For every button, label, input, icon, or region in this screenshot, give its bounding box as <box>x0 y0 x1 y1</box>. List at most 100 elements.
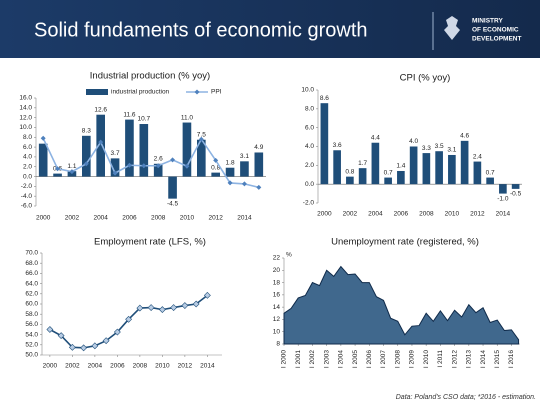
y-tick-label: -2.0 <box>21 183 33 190</box>
x-tick-label: 2008 <box>419 211 434 218</box>
y-tick-label: 16.0 <box>19 95 32 102</box>
y-tick-label: 0.0 <box>305 181 314 188</box>
marker <box>136 304 144 312</box>
bar <box>346 176 354 185</box>
y-tick-label: 12.0 <box>19 114 32 121</box>
y-tick-label: 8.0 <box>305 106 314 113</box>
bar <box>409 146 418 185</box>
data-label: 1.7 <box>358 160 367 167</box>
x-tick-label: 2010 <box>180 215 195 222</box>
bar <box>422 153 431 185</box>
x-tick-label: 2008 <box>151 215 166 222</box>
x-tick-label: I 2005 <box>352 350 359 368</box>
bar <box>225 167 235 177</box>
y-tick-label: 0.0 <box>23 173 32 180</box>
x-tick-label: 2002 <box>65 363 80 370</box>
x-tick-label: 2004 <box>93 215 108 222</box>
x-tick-label: I 2012 <box>451 350 458 368</box>
legend-marker <box>194 89 200 95</box>
x-tick-label: 2012 <box>470 211 485 218</box>
data-label: 3.1 <box>240 153 249 160</box>
y-tick-label: 14 <box>273 304 281 311</box>
x-tick-label: 2006 <box>394 211 409 218</box>
bar <box>96 114 105 177</box>
x-tick-label: 2008 <box>133 363 148 370</box>
chart-title: Industrial production (% yoy) <box>90 71 210 82</box>
marker <box>198 136 204 142</box>
marker <box>69 169 75 175</box>
data-label: -4.5 <box>167 200 179 207</box>
data-label: 1.1 <box>67 163 76 170</box>
legend-label: industrial production <box>111 89 170 96</box>
marker <box>102 337 110 345</box>
bar <box>371 142 380 185</box>
area <box>283 265 520 345</box>
x-tick-label: 2012 <box>178 363 193 370</box>
bar <box>82 135 91 177</box>
x-tick-label: I 2014 <box>480 350 487 368</box>
bar <box>320 103 329 185</box>
bar <box>197 139 206 177</box>
bar <box>168 176 177 199</box>
data-label: 0.7 <box>486 169 495 176</box>
y-tick-label: -4.0 <box>21 193 33 200</box>
x-tick-label: I 2013 <box>466 350 473 368</box>
x-tick-label: 2000 <box>317 211 332 218</box>
marker <box>170 304 178 311</box>
y-tick-label: 10 <box>273 328 281 335</box>
y-tick-label: 8.0 <box>23 134 32 141</box>
x-tick-label: 2014 <box>200 363 215 370</box>
bar <box>473 161 482 185</box>
y-tick-label: 20 <box>273 267 281 274</box>
x-tick-label: I 2016 <box>508 350 515 368</box>
page-title: Solid fundaments of economic growth <box>34 19 368 41</box>
data-label: 4.4 <box>371 134 380 141</box>
chart-title: Unemployment rate (registered, %) <box>331 237 479 248</box>
data-label: 10.7 <box>137 116 150 123</box>
data-label: 3.1 <box>447 147 456 154</box>
marker <box>241 181 247 187</box>
bar <box>110 158 120 177</box>
bar <box>397 170 405 185</box>
data-label: 3.7 <box>111 150 120 157</box>
bar <box>182 122 192 177</box>
x-tick-label: 2004 <box>88 363 103 370</box>
data-label: -1.0 <box>497 195 509 202</box>
x-tick-label: 2002 <box>343 211 358 218</box>
y-tick-label: 18 <box>273 279 281 286</box>
y-tick-label: 2.0 <box>23 163 32 170</box>
y-tick-label: 68.0 <box>25 260 38 267</box>
y-tick-label: 22 <box>273 255 281 262</box>
logo-emblem <box>444 16 460 40</box>
line <box>42 137 259 189</box>
data-label: 2.6 <box>154 156 163 163</box>
x-tick-label: 2000 <box>43 363 58 370</box>
marker <box>227 180 233 186</box>
data-label: 3.5 <box>435 143 444 150</box>
marker <box>80 344 88 352</box>
x-tick-label: I 2006 <box>366 350 373 368</box>
x-tick-label: 2006 <box>122 215 137 222</box>
x-tick-label: 2000 <box>36 215 51 222</box>
y-tick-label: 8 <box>276 341 280 348</box>
y-tick-label: 10.0 <box>19 124 32 131</box>
y-tick-label: 62.0 <box>25 291 38 298</box>
data-label: 8.3 <box>82 128 91 135</box>
y-tick-label: 2.0 <box>305 162 314 169</box>
marker <box>213 157 219 163</box>
marker <box>40 135 46 141</box>
data-label: -0.5 <box>510 191 522 198</box>
bar <box>125 119 134 177</box>
marker <box>98 139 104 145</box>
y-tick-label: 58.0 <box>25 311 38 318</box>
marker <box>91 342 99 350</box>
marker <box>113 328 121 336</box>
data-label: 8.6 <box>320 95 329 102</box>
y-tick-label: 10.0 <box>301 87 314 94</box>
bar <box>139 124 149 177</box>
y-unit: % <box>286 252 292 259</box>
y-tick-label: 50.0 <box>25 352 38 359</box>
marker <box>68 343 76 351</box>
y-tick-label: 60.0 <box>25 301 38 308</box>
